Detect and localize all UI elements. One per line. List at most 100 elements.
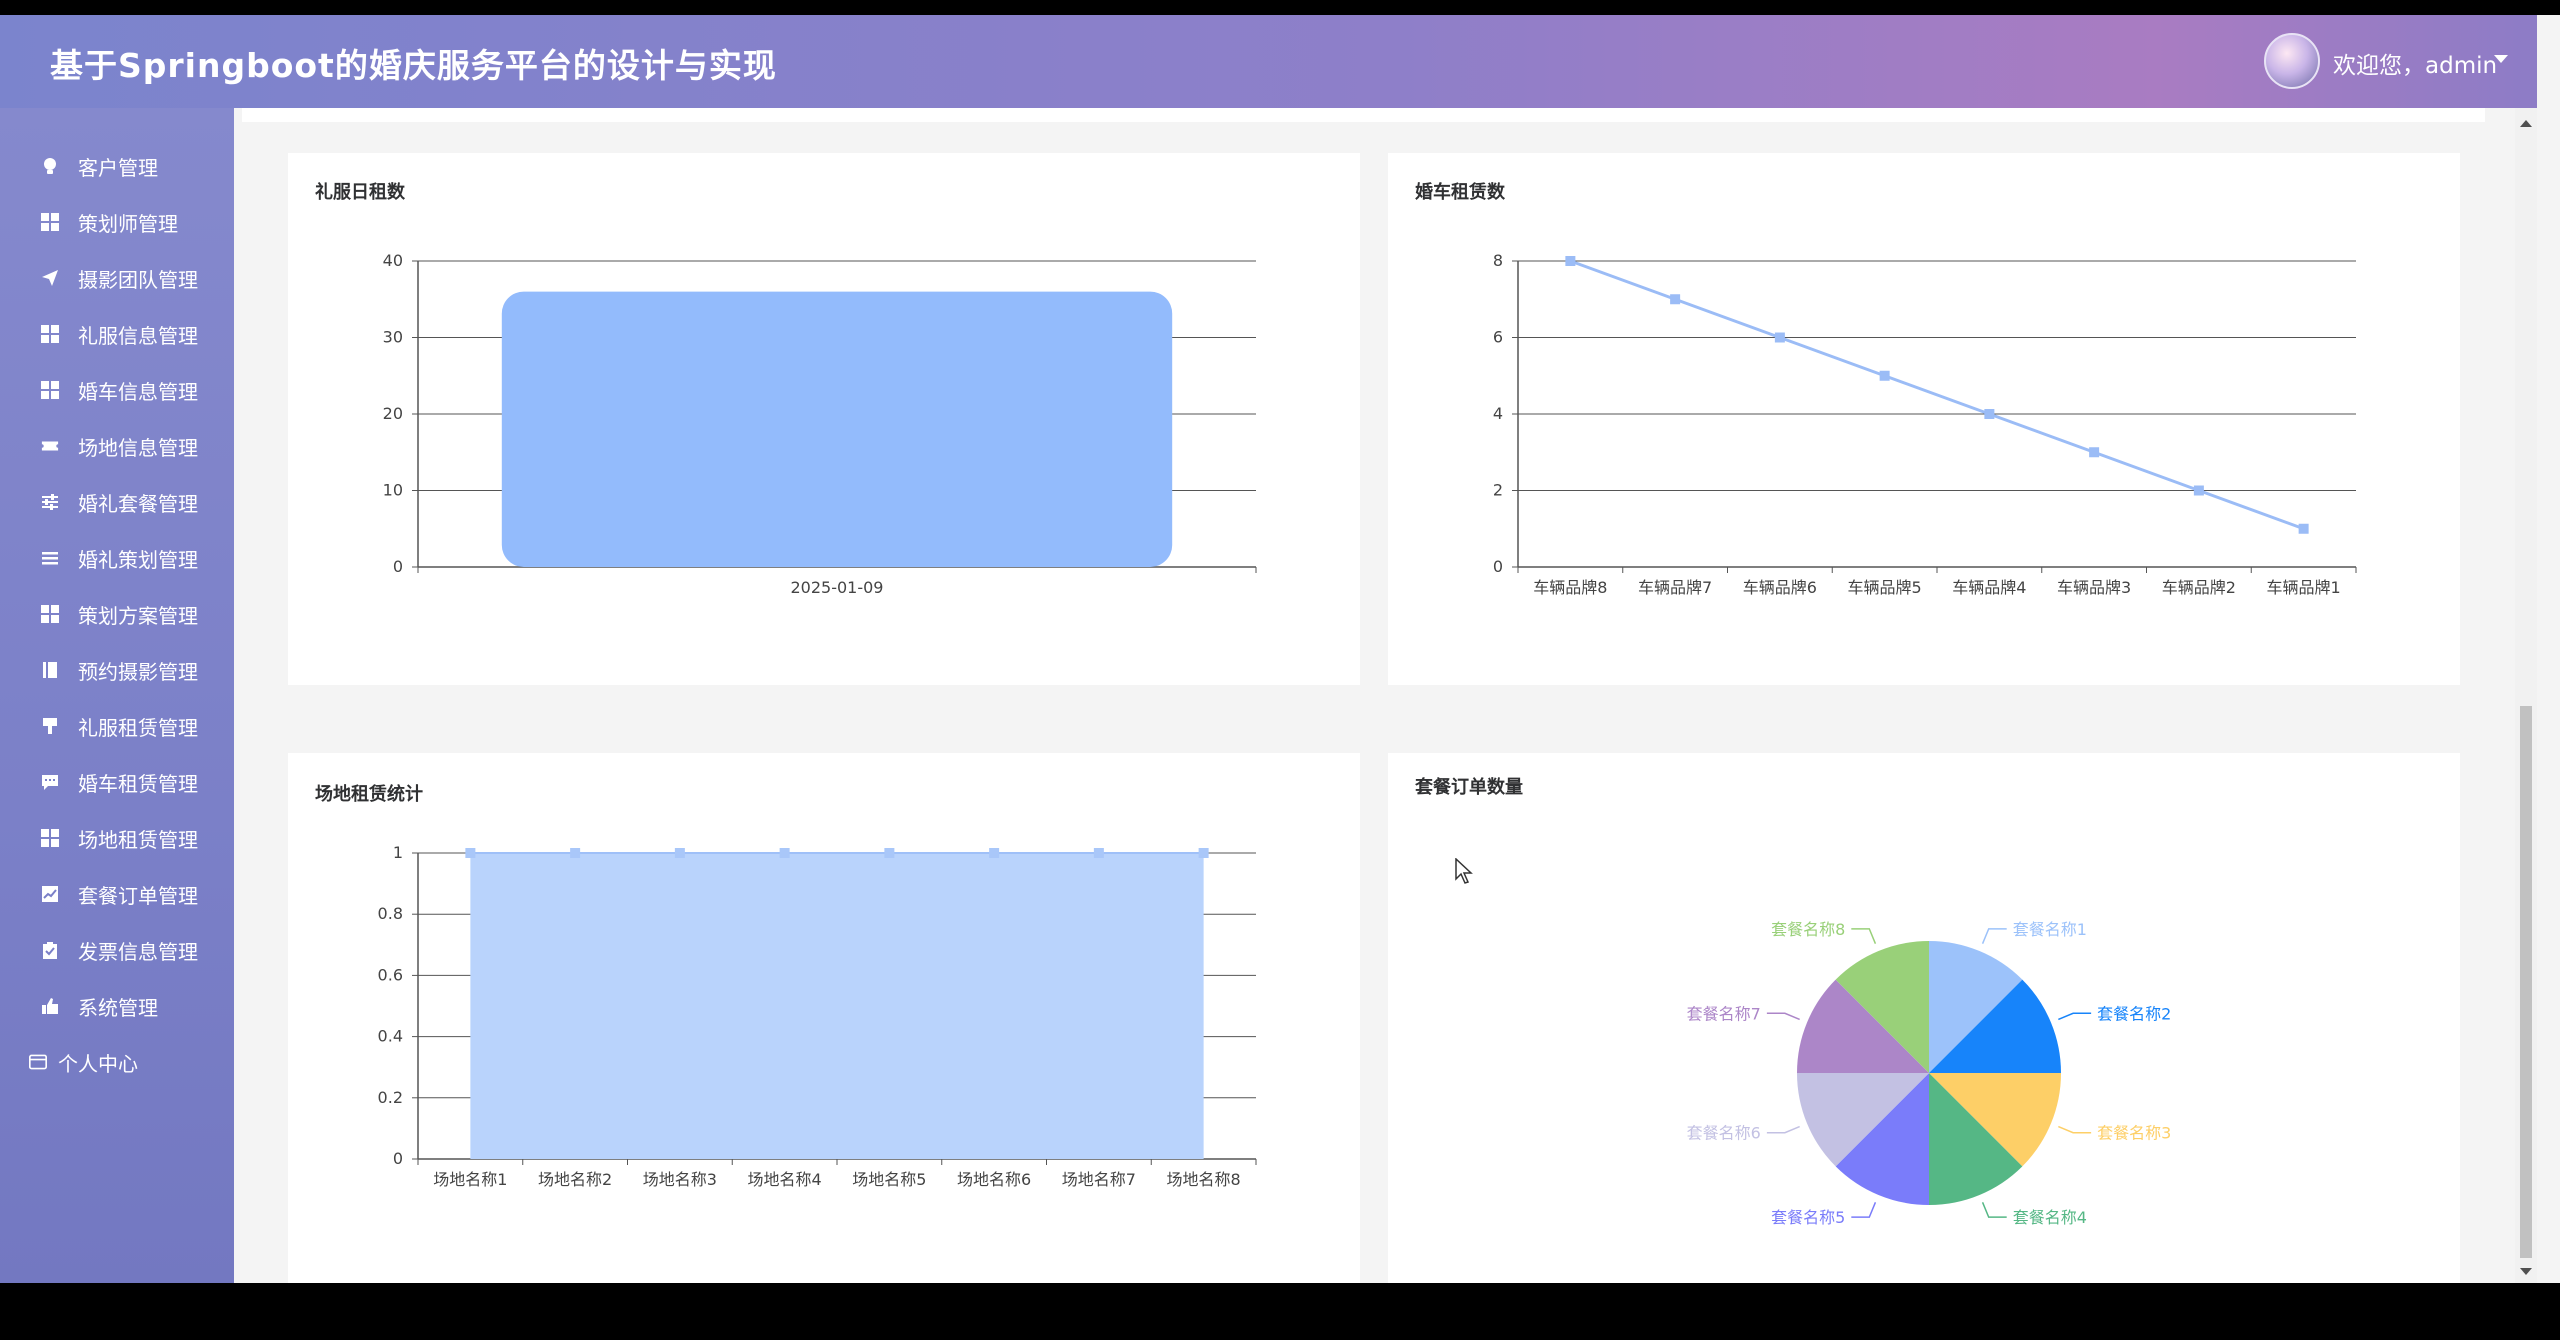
- y-tick-label: 8: [1493, 251, 1503, 270]
- venue-rental-card: 场地租赁统计 0 0.2 0.4 0.6 0.8 1 场地名称1 场地名称2 场地名称3 场地名称…: [288, 753, 1360, 1283]
- sidebar-item-label: 礼服租赁管理: [78, 715, 198, 740]
- x-tick-label: 场地名称4: [748, 1170, 822, 1189]
- sidebar-item-label: 系统管理: [78, 995, 158, 1020]
- pie-leader-line: [1766, 1012, 1800, 1021]
- y-tick-label: 0: [393, 1149, 403, 1168]
- sidebar-item-car-rental[interactable]: 婚车租赁管理: [0, 762, 234, 802]
- chat-icon: [41, 773, 59, 791]
- sidebar-item-plan-scheme[interactable]: 策划方案管理: [0, 594, 234, 634]
- car-rental-card: 婚车租赁数 0 2 4 6 8 车辆品牌8 车辆品牌7 车辆品牌6 车辆品牌5 车辆品牌4 车辆品牌…: [1388, 153, 2460, 685]
- pie-chart: 套餐名称1 套餐名称2 套餐名称3 套餐名称4 套餐名称5 套餐名称6 套餐名称7 套餐名称8: [1687, 920, 2172, 1227]
- sidebar-item-label: 客户管理: [78, 155, 158, 180]
- sidebar-item-label: 婚礼套餐管理: [78, 491, 198, 516]
- thumb-icon: [41, 997, 59, 1015]
- top-header: 基于Springboot的婚庆服务平台的设计与实现 欢迎您，admin: [0, 15, 2537, 108]
- avatar[interactable]: [2264, 33, 2320, 89]
- y-tick-label: 20: [383, 404, 403, 423]
- sidebar-item-customer[interactable]: 客户管理: [0, 146, 234, 186]
- series-line: [1569, 259, 2305, 531]
- y-tick-label: 0: [1493, 557, 1503, 576]
- sidebar-item-package-order[interactable]: 套餐订单管理: [0, 874, 234, 914]
- sidebar-item-venue-info[interactable]: 场地信息管理: [0, 426, 234, 466]
- line-chart: 0 2 4 6 8 车辆品牌8 车辆品牌7 车辆品牌6 车辆品牌5 车辆品牌4 车辆品牌3 车辆品牌2…: [1493, 251, 2357, 597]
- x-tick-label: 车辆品牌3: [2057, 578, 2131, 597]
- sidebar-item-label: 场地信息管理: [78, 435, 198, 460]
- bulb-icon: [41, 157, 59, 175]
- data-point: [2298, 523, 2309, 534]
- data-point: [884, 848, 895, 858]
- data-point: [465, 848, 476, 858]
- data-point: [1984, 409, 1995, 419]
- area-chart: 0 0.2 0.4 0.6 0.8 1 场地名称1 场地名称2 场地名称3 场地名称4 场地名称5 场…: [378, 843, 1257, 1189]
- x-tick-label: 车辆品牌2: [2162, 578, 2236, 597]
- brush-icon: [41, 717, 59, 735]
- y-tick-label: 0.4: [378, 1027, 403, 1046]
- scroll-thumb[interactable]: [2520, 706, 2532, 1258]
- pie-slice: [1835, 941, 1929, 1073]
- sidebar-item-planner[interactable]: 策划师管理: [0, 202, 234, 242]
- pie-leader-line: [1981, 928, 2007, 944]
- y-tick-label: 1: [393, 843, 403, 862]
- main-content: 礼服日租数 0 10 20 30 40 2025-01-09 婚车租赁数 0 2 4 6 8 车辆品…: [234, 108, 2515, 1283]
- chart-title: 婚车租赁数: [1415, 182, 1505, 203]
- notebook-icon: [41, 661, 59, 679]
- sidebar-item-label: 摄影团队管理: [78, 267, 198, 292]
- pie-label: 套餐名称4: [2013, 1208, 2087, 1227]
- vertical-scrollbar[interactable]: [2515, 108, 2537, 1283]
- caret-down-icon[interactable]: [2494, 55, 2508, 63]
- scroll-down-arrow-icon[interactable]: [2520, 1268, 2532, 1275]
- pie-slice: [1929, 941, 2023, 1073]
- data-point: [674, 848, 685, 858]
- previous-card-edge: [242, 108, 2485, 122]
- sidebar-item-label: 策划方案管理: [78, 603, 198, 628]
- sidebar-item-wedding-plan[interactable]: 婚礼策划管理: [0, 538, 234, 578]
- scroll-up-arrow-icon[interactable]: [2520, 120, 2532, 127]
- sidebar-item-package[interactable]: 婚礼套餐管理: [0, 482, 234, 522]
- data-point: [779, 848, 790, 858]
- bar: [501, 291, 1173, 567]
- x-tick-label: 车辆品牌5: [1848, 578, 1922, 597]
- package-order-card: 套餐订单数量 套餐名称1 套餐名称2 套餐名称3 套餐名称4 套餐名称5 套餐名称6 套餐名…: [1388, 753, 2460, 1283]
- x-tick-label: 车辆品牌4: [1952, 578, 2026, 597]
- pie-slice: [1797, 979, 1929, 1073]
- sidebar-item-label: 策划师管理: [78, 211, 178, 236]
- page-title: 基于Springboot的婚庆服务平台的设计与实现: [50, 46, 777, 85]
- pie-slice: [1835, 1073, 1929, 1205]
- grid-icon: [41, 605, 59, 623]
- pie-label: 套餐名称8: [1771, 920, 1845, 939]
- grid-icon: [41, 213, 59, 231]
- mouse-cursor-icon: [1455, 858, 1473, 884]
- pie-slice: [1929, 1073, 2023, 1205]
- grid-icon: [41, 829, 59, 847]
- x-tick-label: 场地名称2: [538, 1170, 612, 1189]
- sidebar-item-system[interactable]: 系统管理: [0, 986, 234, 1026]
- data-point: [2193, 485, 2204, 496]
- sidebar-item-profile[interactable]: 个人中心: [0, 1042, 234, 1082]
- ticket-icon: [41, 437, 59, 455]
- y-tick-label: 0.6: [378, 965, 403, 984]
- y-tick-label: 0: [393, 557, 403, 576]
- chart-title: 套餐订单数量: [1415, 777, 1523, 798]
- chart-title: 场地租赁统计: [315, 784, 423, 805]
- y-tick-label: 0.2: [378, 1088, 403, 1107]
- data-point: [1093, 848, 1104, 858]
- sidebar-item-label: 婚车租赁管理: [78, 771, 198, 796]
- y-tick-label: 30: [383, 328, 403, 347]
- pie-leader-line: [2058, 1012, 2092, 1021]
- data-point: [1670, 294, 1681, 305]
- sidebar-item-venue-rental[interactable]: 场地租赁管理: [0, 818, 234, 858]
- sidebar-item-dress-info[interactable]: 礼服信息管理: [0, 314, 234, 354]
- sidebar-item-label: 个人中心: [58, 1051, 138, 1076]
- sidebar-item-photo-team[interactable]: 摄影团队管理: [0, 258, 234, 298]
- sidebar-item-label: 婚礼策划管理: [78, 547, 198, 572]
- sidebar-item-car-info[interactable]: 婚车信息管理: [0, 370, 234, 410]
- sidebar-item-dress-rental[interactable]: 礼服租赁管理: [0, 706, 234, 746]
- x-tick-label: 场地名称3: [643, 1170, 717, 1189]
- sidebar-item-photo-booking[interactable]: 预约摄影管理: [0, 650, 234, 690]
- sidebar-item-label: 场地租赁管理: [78, 827, 198, 852]
- welcome-text[interactable]: 欢迎您，admin: [2333, 53, 2498, 79]
- pie-slice: [1797, 1073, 1929, 1167]
- x-tick-label: 场地名称5: [852, 1170, 926, 1189]
- sidebar-item-invoice[interactable]: 发票信息管理: [0, 930, 234, 970]
- data-point: [1565, 256, 1576, 266]
